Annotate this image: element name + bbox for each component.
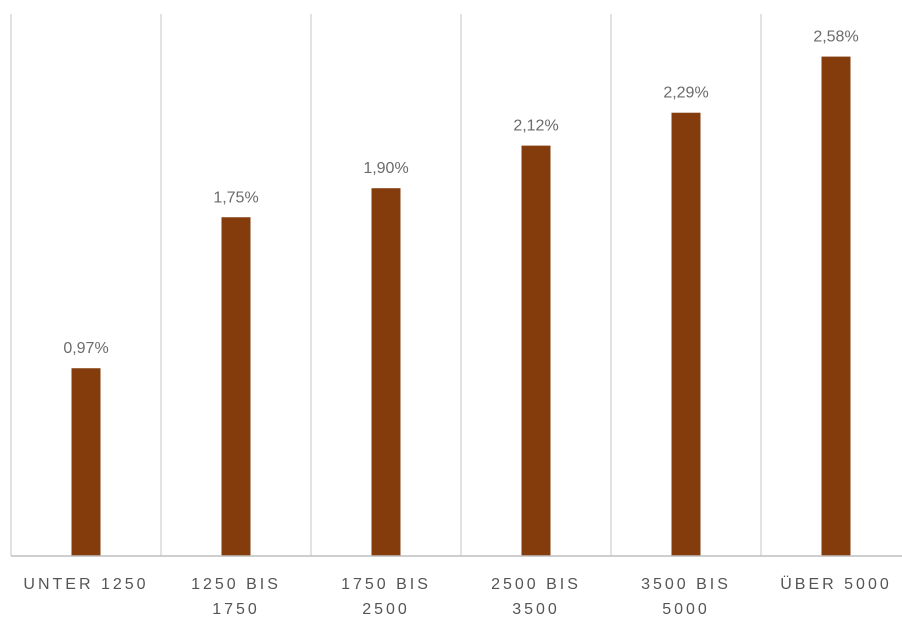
bar xyxy=(221,217,251,556)
bar xyxy=(521,145,551,556)
category-label: 1750 xyxy=(212,601,260,617)
category-label: 1250 BIS xyxy=(191,576,281,593)
data-label: 2,58% xyxy=(813,29,858,46)
bar xyxy=(671,112,701,556)
category-label: 3500 BIS xyxy=(641,576,731,593)
data-label: 1,75% xyxy=(213,189,258,206)
category-label: 2500 BIS xyxy=(491,576,581,593)
category-label: 3500 xyxy=(512,601,560,617)
data-labels: 0,97% 1,75% 1,90% 2,12% 2,29% 2,58% xyxy=(63,29,858,358)
bar xyxy=(821,56,851,556)
bar xyxy=(371,188,401,556)
category-labels: UNTER 1250 1250 BIS 1750 1750 BIS 2500 2500 B… xyxy=(23,575,892,617)
category-label: 1750 BIS xyxy=(341,576,431,593)
data-label: 2,12% xyxy=(513,118,558,135)
category-label: 2500 xyxy=(362,601,410,617)
gridlines xyxy=(10,14,762,556)
category-label: UNTER 1250 xyxy=(23,576,148,593)
category-label: ÜBER 5000 xyxy=(780,575,892,593)
data-label: 1,90% xyxy=(363,160,408,177)
data-label: 0,97% xyxy=(63,340,108,357)
data-label: 2,29% xyxy=(663,85,708,102)
category-label: 5000 xyxy=(662,601,710,617)
bars xyxy=(71,56,851,556)
bar xyxy=(71,368,101,556)
